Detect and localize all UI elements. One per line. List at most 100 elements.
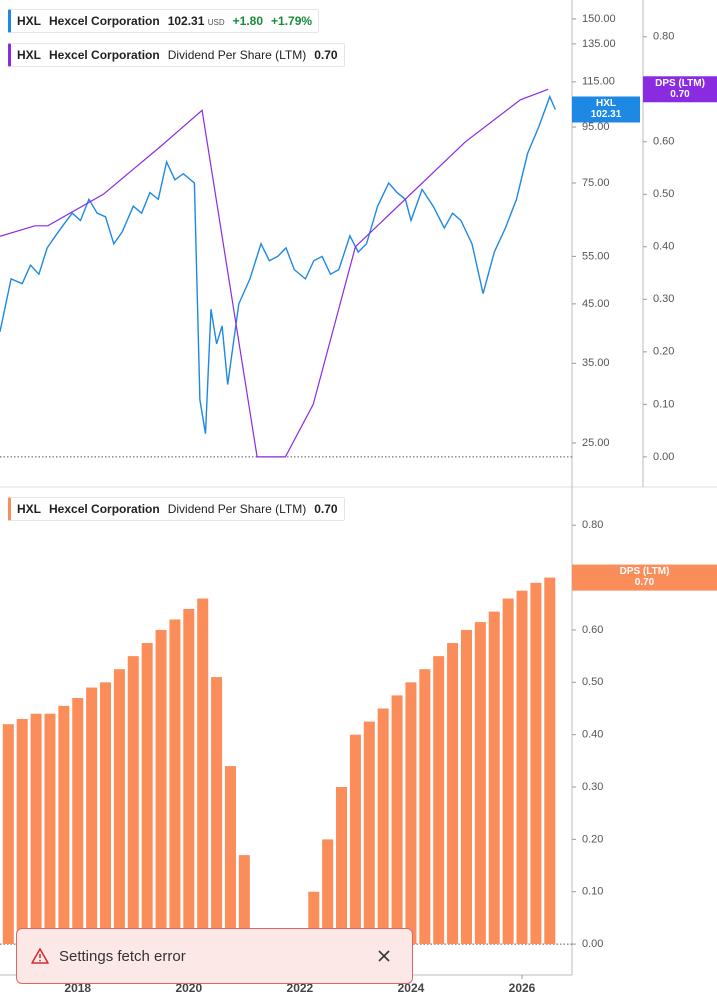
- price-value: 102.31: [167, 14, 205, 28]
- y-tick-label: 0.00: [582, 938, 603, 950]
- bar: [44, 713, 56, 945]
- x-tick-label: 2022: [287, 981, 314, 995]
- y-tick-label: 0.40: [582, 729, 603, 741]
- bar: [169, 619, 181, 945]
- bar: [460, 629, 472, 945]
- value-badge: [572, 564, 717, 591]
- bar: [447, 643, 459, 945]
- ticker: HXL: [17, 502, 41, 516]
- bar: [502, 598, 514, 945]
- close-button[interactable]: [372, 944, 396, 968]
- badge-label: DPS (LTM): [655, 78, 705, 89]
- value-badge: [643, 76, 717, 103]
- bar: [377, 708, 389, 945]
- y-tick-label: 0.80: [582, 519, 603, 531]
- company: Hexcel Corporation: [49, 48, 160, 62]
- toast-message: Settings fetch error: [59, 947, 186, 965]
- badge-value: 102.31: [591, 109, 622, 120]
- bar: [183, 609, 195, 945]
- price: 102.31 USD: [168, 14, 225, 28]
- y-tick-label: 0.60: [653, 136, 674, 148]
- bar: [30, 713, 42, 945]
- x-tick-label: 2026: [509, 981, 536, 995]
- y-tick-label: 0.20: [582, 833, 603, 845]
- y-tick-label: 0.40: [653, 241, 674, 253]
- y-tick-label: 115.00: [582, 76, 615, 88]
- bar: [349, 734, 361, 945]
- x-tick-label: 2020: [175, 981, 202, 995]
- price-legend: HXL Hexcel Corporation 102.31 USD +1.80 …: [8, 9, 320, 33]
- x-tick-label: 2018: [64, 981, 91, 995]
- bar: [197, 598, 209, 945]
- y-tick-label: 0.50: [582, 676, 603, 688]
- y-tick-label: 135.00: [582, 38, 616, 50]
- bar: [58, 705, 70, 945]
- y-tick-label: 0.60: [582, 624, 603, 636]
- bar: [2, 724, 14, 945]
- badge-label: DPS (LTM): [620, 566, 670, 577]
- currency: USD: [207, 18, 225, 27]
- change-pct: +1.79%: [271, 14, 313, 28]
- bar: [391, 695, 403, 945]
- y-tick-label: 150.00: [582, 13, 616, 25]
- metric-value: 0.70: [314, 48, 338, 62]
- y-tick-label: 0.80: [653, 31, 674, 43]
- bar: [100, 682, 112, 945]
- bar: [516, 590, 528, 945]
- bar: [488, 611, 500, 945]
- x-tick-label: 2024: [398, 981, 425, 995]
- change: +1.80: [232, 14, 264, 28]
- dps-bar-legend: HXL Hexcel Corporation Dividend Per Shar…: [8, 497, 345, 521]
- bar: [72, 698, 84, 945]
- dps-legend: HXL Hexcel Corporation Dividend Per Shar…: [8, 43, 345, 67]
- y-tick-label: 0.50: [653, 188, 674, 200]
- metric: Dividend Per Share (LTM): [167, 502, 307, 516]
- bar: [155, 629, 167, 945]
- series-line: [0, 94, 556, 434]
- bar: [322, 839, 334, 945]
- bar: [224, 766, 236, 945]
- badge-value: 0.70: [670, 89, 690, 100]
- y-tick-label: 95.00: [582, 121, 610, 133]
- bar: [336, 787, 348, 945]
- badge-label: HXL: [596, 98, 616, 109]
- y-tick-label: 75.00: [582, 177, 610, 189]
- ticker: HXL: [17, 14, 41, 28]
- metric-value: 0.70: [314, 502, 338, 516]
- y-tick-label: 55.00: [582, 250, 610, 262]
- y-tick-label: 0.30: [653, 293, 674, 305]
- series-line: [0, 88, 549, 458]
- metric: Dividend Per Share (LTM): [167, 48, 307, 62]
- bar: [308, 891, 320, 945]
- bar: [141, 643, 153, 945]
- bar: [16, 718, 28, 945]
- company: Hexcel Corporation: [49, 502, 160, 516]
- y-tick-label: 45.00: [582, 298, 610, 310]
- y-tick-label: 0.20: [653, 346, 674, 358]
- company: Hexcel Corporation: [49, 14, 160, 28]
- y-tick-label: 0.10: [582, 886, 603, 898]
- bar: [405, 682, 417, 945]
- bar: [363, 721, 375, 945]
- error-toast: Settings fetch error: [16, 928, 413, 984]
- ticker: HXL: [17, 48, 41, 62]
- bar: [419, 669, 431, 945]
- bar: [544, 577, 556, 945]
- bar: [211, 677, 223, 945]
- bar: [530, 582, 542, 945]
- badge-value: 0.70: [635, 577, 655, 588]
- y-tick-label: 35.00: [582, 357, 610, 369]
- bar: [474, 622, 486, 945]
- warning-icon: [31, 948, 49, 964]
- bar: [433, 656, 445, 945]
- y-tick-label: 0.00: [653, 451, 674, 463]
- value-badge: [572, 96, 640, 123]
- bar: [113, 669, 125, 945]
- y-tick-label: 0.10: [653, 398, 674, 410]
- bar: [127, 656, 139, 945]
- bar: [238, 855, 250, 945]
- y-tick-label: 25.00: [582, 437, 610, 449]
- y-tick-label: 0.30: [582, 781, 603, 793]
